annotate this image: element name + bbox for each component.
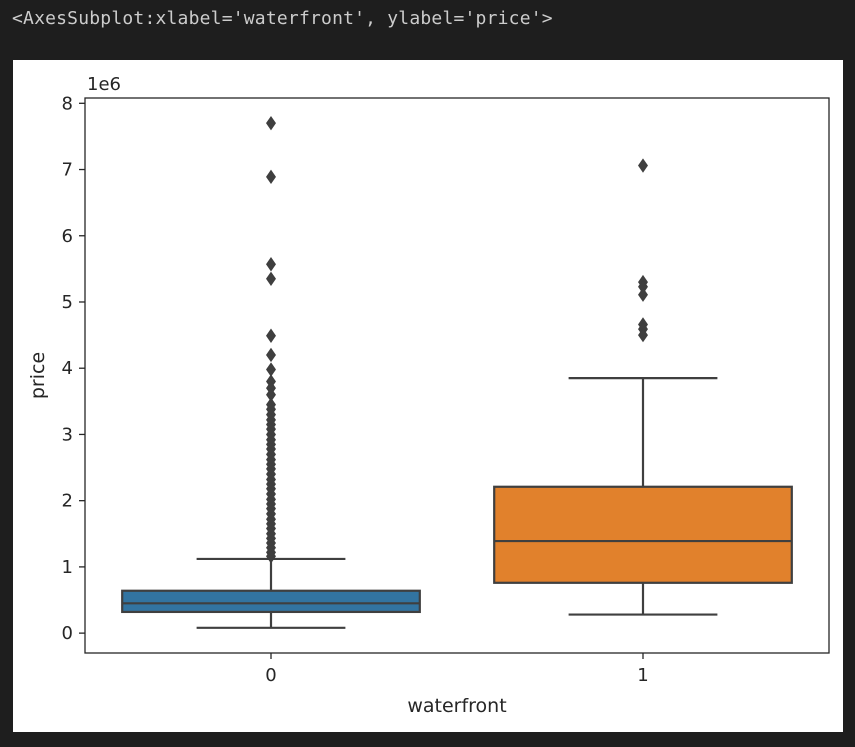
- y-axis-label: price: [27, 352, 49, 399]
- y-tick-label: 5: [62, 292, 73, 313]
- y-tick-label: 7: [62, 160, 73, 181]
- outlier-point: [266, 347, 276, 363]
- y-tick-label: 3: [62, 424, 73, 445]
- outlier-point: [266, 328, 276, 343]
- y-tick-label: 6: [62, 226, 73, 247]
- y-tick-label: 4: [62, 358, 73, 379]
- outlier-point: [266, 362, 276, 377]
- axes-frame: [84, 97, 830, 654]
- y-tick-label: 1: [62, 557, 73, 578]
- y-tick-label: 0: [62, 623, 73, 644]
- outlier-point: [266, 169, 276, 185]
- box-group-1: [493, 158, 793, 616]
- box-group-0: [121, 115, 421, 629]
- outlier-point: [638, 287, 648, 302]
- x-tick-label: 0: [265, 665, 276, 686]
- box-iqr: [493, 485, 793, 584]
- x-axis-label: waterfront: [407, 695, 506, 717]
- y-tick-label: 8: [62, 93, 73, 114]
- box-iqr: [121, 589, 421, 614]
- outlier-point: [266, 549, 276, 564]
- outlier-point: [266, 271, 276, 287]
- cell-output-repr: <AxesSubplot:xlabel='waterfront', ylabel…: [12, 8, 553, 29]
- box-series: [121, 115, 793, 629]
- x-tick-label: 1: [637, 665, 648, 686]
- y-axis-offset-label: 1e6: [87, 74, 121, 95]
- outlier-point: [638, 158, 648, 173]
- outlier-point: [638, 327, 648, 343]
- y-axis-ticks: 0 1 2 3 4 5 6 7 8: [62, 93, 85, 644]
- outlier-point: [266, 257, 276, 272]
- y-tick-label: 2: [62, 491, 73, 512]
- outlier-point: [266, 115, 276, 131]
